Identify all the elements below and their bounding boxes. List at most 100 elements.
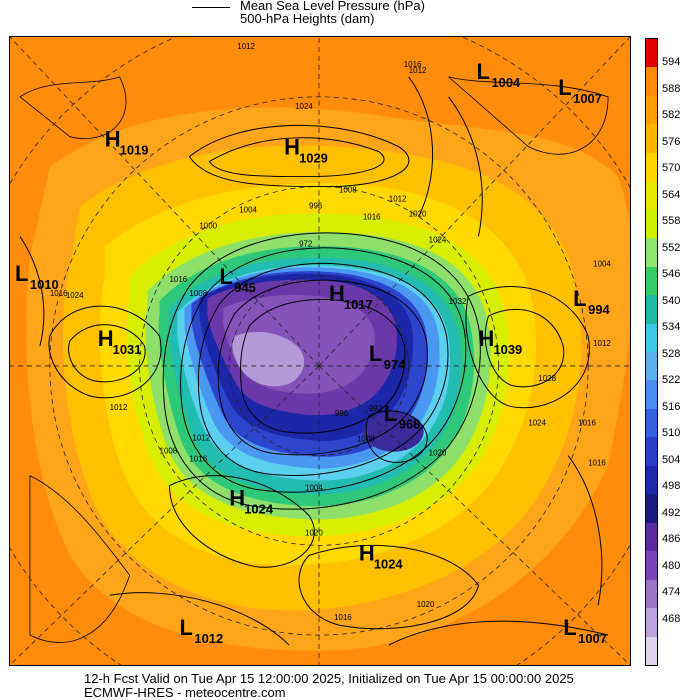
isobar-label: 1024 <box>66 291 84 300</box>
height-field-480 <box>232 331 305 387</box>
low-pressure-value: 1007 <box>578 631 607 646</box>
colorbar-tick-label: 540 <box>662 294 681 307</box>
low-pressure-letter: L <box>563 615 576 640</box>
low-pressure-value: 1004 <box>491 75 521 90</box>
colorbar-segment <box>646 95 657 125</box>
isobar-label: 1016 <box>189 455 207 464</box>
colorbar-segment <box>646 494 657 524</box>
isobar-label: 996 <box>335 409 349 418</box>
colorbar-tick-label: 480 <box>662 559 681 572</box>
isobar-label: 1016 <box>169 275 187 284</box>
colorbar-tick-label: 576 <box>662 135 681 148</box>
low-pressure-letter: L <box>179 615 192 640</box>
high-pressure-letter: H <box>329 281 345 306</box>
isobar-label: 1004 <box>593 259 611 268</box>
low-pressure-letter: L <box>558 75 571 100</box>
high-pressure-value: 1039 <box>493 342 522 357</box>
colorbar-segment <box>646 408 657 438</box>
colorbar-segment <box>646 67 657 97</box>
colorbar-segment <box>646 323 657 353</box>
colorbar-tick-label: 546 <box>662 268 681 280</box>
isobar-label: 1008 <box>160 447 178 456</box>
isobar-label: 1024 <box>429 235 447 244</box>
isobar-label: 1012 <box>409 66 427 75</box>
colorbar-tick-label: 492 <box>662 506 681 519</box>
isobar-labels: 1012101610121024101610001004100810121016… <box>50 42 612 622</box>
isobar-label: 1016 <box>578 419 596 428</box>
colorbar-tick-label: 504 <box>662 453 681 466</box>
isobar-label: 1004 <box>239 205 257 214</box>
isobar-label: 1024 <box>528 419 546 428</box>
low-pressure-letter: L <box>369 341 382 366</box>
isobar-label: 1012 <box>389 194 407 203</box>
high-pressure-letter: H <box>229 486 245 511</box>
high-pressure-letter: H <box>105 127 121 152</box>
high-pressure-letter: H <box>359 540 375 565</box>
colorbar-tick-label: 468 <box>662 612 681 625</box>
isobar-label: 1032 <box>449 297 467 306</box>
isobar-label: 996 <box>309 201 323 210</box>
colorbar-tick-label: 522 <box>662 374 681 386</box>
isobar-label: 1016 <box>588 459 606 468</box>
colorbar-segment <box>646 636 657 666</box>
colorbar-segment <box>646 238 657 268</box>
high-pressure-value: 1024 <box>374 556 404 571</box>
isobar-label: 1008 <box>189 289 207 298</box>
isobar-label: 972 <box>299 239 313 248</box>
colorbar-segment <box>646 266 657 296</box>
colorbar-segment <box>646 465 657 495</box>
colorbar-segment <box>646 152 657 182</box>
high-pressure-letter: H <box>478 326 494 351</box>
low-pressure-value: 974 <box>384 357 406 372</box>
footer-source: ECMWF-HRES - meteocentre.com <box>84 685 286 700</box>
isobar-label: 1004 <box>305 484 323 493</box>
legend-mslp-label: Mean Sea Level Pressure (hPa) <box>240 0 425 13</box>
colorbar-tick-label: 498 <box>662 480 681 492</box>
isobar-label: 1020 <box>305 528 323 537</box>
colorbar-segment <box>646 124 657 154</box>
isobar-label: 1016 <box>50 289 68 298</box>
high-pressure-letter: H <box>284 135 300 160</box>
isobar-label: 1016 <box>334 613 352 622</box>
colorbar-segment <box>646 295 657 325</box>
isobars <box>19 76 609 646</box>
colorbar-tick-label: 564 <box>662 188 681 201</box>
isobar-label: 1012 <box>593 339 611 348</box>
land-outline <box>19 76 609 643</box>
colorbar-tick-label: 582 <box>662 109 681 121</box>
colorbar <box>645 38 658 666</box>
isobar-label: 1020 <box>429 449 447 458</box>
colorbar-tick-label: 486 <box>662 533 681 545</box>
low-pressure-letter: L <box>15 261 28 286</box>
isobar-label: 992 <box>369 404 383 413</box>
weather-map: 1012101610121024101610001004100810121016… <box>9 36 631 666</box>
low-pressure-letter: L <box>476 59 489 84</box>
colorbar-segment <box>646 522 657 552</box>
footer-valid-time: 12-h Fcst Valid on Tue Apr 15 12:00:00 2… <box>84 671 574 686</box>
colorbar-tick-label: 510 <box>662 427 681 439</box>
isobar-label: 1028 <box>538 374 556 383</box>
low-pressure-value: 1010 <box>30 277 59 292</box>
isobar-label: 1020 <box>417 600 435 609</box>
colorbar-tick-label: 594 <box>662 56 681 68</box>
colorbar-segment <box>646 181 657 211</box>
colorbar-segment <box>646 608 657 638</box>
isobar-label: 1024 <box>295 102 313 111</box>
low-pressure-letter: L <box>384 401 397 426</box>
isobar-label: 1012 <box>110 403 128 412</box>
isobar-label: 1012 <box>237 42 255 51</box>
low-pressure-letter: L <box>219 264 232 289</box>
colorbar-tick-label: 588 <box>662 82 681 95</box>
colorbar-segment <box>646 39 657 68</box>
isobar-label: 1000 <box>199 221 217 230</box>
colorbar-segment <box>646 551 657 581</box>
low-pressure-value: 945 <box>234 280 256 295</box>
colorbar-segment <box>646 437 657 467</box>
low-pressure-value: 968 <box>399 417 421 432</box>
high-pressure-value: 1024 <box>244 501 274 516</box>
colorbar-segment <box>646 380 657 410</box>
low-pressure-value: 994 <box>588 302 610 317</box>
legend-line-sample <box>192 7 230 8</box>
isobar-label: 1020 <box>409 209 427 218</box>
legend: Mean Sea Level Pressure (hPa) 500-hPa He… <box>192 0 492 28</box>
